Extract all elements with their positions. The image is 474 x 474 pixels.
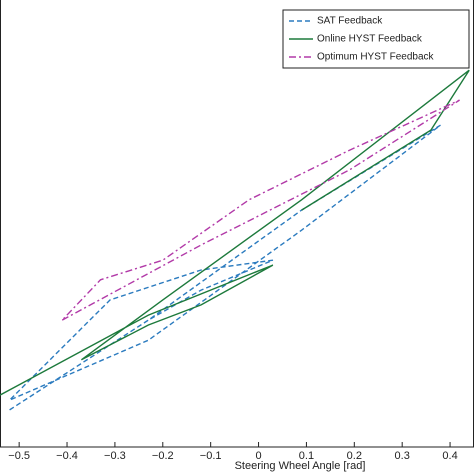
legend-label: SAT Feedback xyxy=(317,16,383,27)
x-tick-label: −0.2 xyxy=(152,450,174,462)
x-tick-label: −0.3 xyxy=(104,450,126,462)
x-tick-label: 0.3 xyxy=(395,450,410,462)
legend-label: Online HYST Feedback xyxy=(317,34,423,45)
legend: SAT Feedback Online HYST Feedback Optimum … xyxy=(282,9,470,69)
x-axis-label: Steering Wheel Angle [rad] xyxy=(235,460,366,472)
x-tick-label: 0 xyxy=(255,450,261,462)
x-tick-label: −0.1 xyxy=(200,450,222,462)
x-tick-label: 0.2 xyxy=(347,450,362,462)
legend-box xyxy=(282,9,470,69)
x-tick-label: 0.1 xyxy=(299,450,314,462)
legend-label: Optimum HYST Feedback xyxy=(317,52,435,63)
x-tick-label: −0.4 xyxy=(56,450,78,462)
series-line xyxy=(0,69,470,396)
x-tick-label: −0.5 xyxy=(8,450,30,462)
x-tick-label: 0.4 xyxy=(442,450,457,462)
series-line xyxy=(61,99,460,321)
series-line xyxy=(9,124,441,411)
